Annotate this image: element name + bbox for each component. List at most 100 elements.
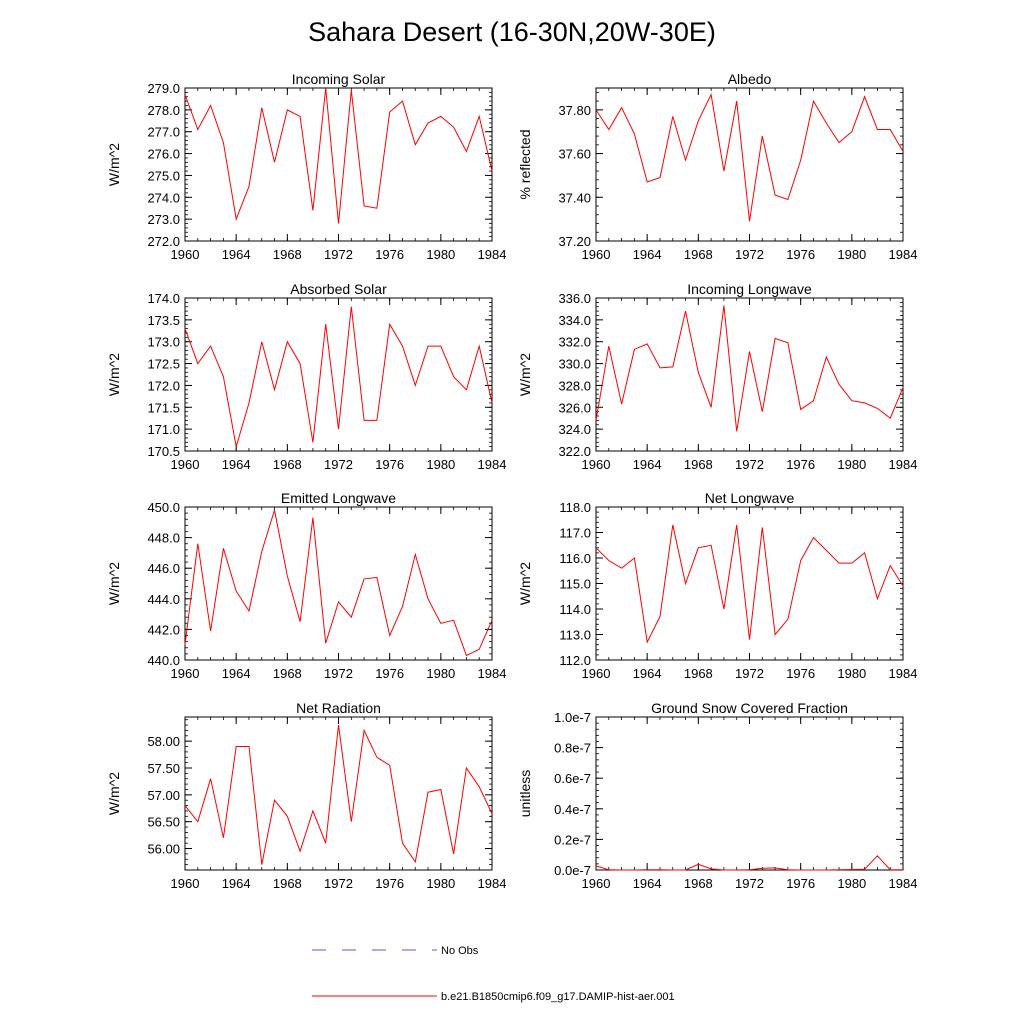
panel-4-x-tick-label: 1972 <box>735 457 764 472</box>
panel-3: Absorbed Solar W/m^2 1960 1964 1968 1972 1976 1… <box>106 281 506 472</box>
panel-1-title: Incoming Solar <box>292 71 386 87</box>
panel-1-x-tick-label: 1976 <box>375 247 404 262</box>
panel-7-x-tick-label: 1972 <box>324 876 353 891</box>
panel-8-y-tick-label: 0.4e-7 <box>554 802 591 817</box>
panel-2-y-tick-label: 37.40 <box>558 190 591 205</box>
panel-6-x-tick-label: 1980 <box>837 666 866 681</box>
panel-3-x-tick-label: 1964 <box>222 457 251 472</box>
panel-3-y-tick-label: 172.5 <box>147 357 180 372</box>
panel-6-x-tick-label: 1972 <box>735 666 764 681</box>
panel-1-x-tick-label: 1968 <box>273 247 302 262</box>
panel-6-y-tick-label: 114.0 <box>559 602 591 617</box>
panel-2-ylabel: % reflected <box>517 129 533 199</box>
panel-6-x-tick-label: 1960 <box>582 666 611 681</box>
panel-6-x-tick-label: 1976 <box>786 666 815 681</box>
panels-group: Incoming Solar W/m^2 1960 1964 1968 1972 1976 1… <box>106 71 917 891</box>
panel-6-x-tick-label: 1984 <box>889 666 918 681</box>
panel-4-y-tick-label: 330.0 <box>558 357 591 372</box>
panel-8-x-tick-label: 1964 <box>633 876 662 891</box>
panel-3-y-tick-label: 170.5 <box>147 444 180 459</box>
panel-3-x-tick-label: 1984 <box>478 457 507 472</box>
panel-1-y-tick-label: 273.0 <box>147 212 180 227</box>
panel-4-y-tick-label: 322.0 <box>558 444 591 459</box>
panel-4-y-tick-label: 326.0 <box>558 400 591 415</box>
panel-2-x-tick-label: 1976 <box>786 247 815 262</box>
panel-5-x-tick-label: 1980 <box>426 666 455 681</box>
panel-7-y-tick-label: 56.00 <box>147 842 180 857</box>
panel-4-x-tick-label: 1976 <box>786 457 815 472</box>
panel-6-y-tick-label: 113.0 <box>559 628 591 643</box>
panel-4: Incoming Longwave W/m^2 1960 1964 1968 1972 19… <box>517 281 917 472</box>
panel-5-y-tick-label: 444.0 <box>147 592 180 607</box>
panel-2-y-tick-label: 37.60 <box>558 147 591 162</box>
panel-4-y-tick-label: 324.0 <box>558 422 591 437</box>
panel-6-y-tick-label: 118.0 <box>559 500 591 515</box>
panel-5: Emitted Longwave W/m^2 1960 1964 1968 1972 197… <box>106 490 506 681</box>
panel-6-x-tick-label: 1964 <box>633 666 662 681</box>
panel-1-y-tick-label: 277.0 <box>147 125 180 140</box>
panel-4-x-tick-label: 1984 <box>889 457 918 472</box>
panel-5-y-tick-label: 440.0 <box>147 653 180 668</box>
panel-8-x-tick-label: 1972 <box>735 876 764 891</box>
legend-label-run: b.e21.B1850cmip6.f09_g17.DAMIP-hist-aer.… <box>441 991 675 1003</box>
panel-7-x-tick-label: 1964 <box>222 876 251 891</box>
panel-7-frame <box>184 716 493 871</box>
panel-2-y-tick-label: 37.80 <box>558 103 591 118</box>
panel-4-ylabel: W/m^2 <box>517 353 533 396</box>
panel-7-title: Net Radiation <box>296 700 381 716</box>
panel-3-y-tick-label: 174.0 <box>147 291 180 306</box>
panel-8-series-line <box>595 855 903 871</box>
panel-2-x-tick-label: 1964 <box>633 247 662 262</box>
panel-5-series-line <box>184 509 493 657</box>
panel-3-y-tick-label: 171.0 <box>147 422 180 437</box>
panel-6-x-tick-label: 1968 <box>684 666 713 681</box>
panel-1-y-tick-label: 275.0 <box>147 168 180 183</box>
panel-6-y-tick-label: 112.0 <box>559 653 591 668</box>
panel-2-y-tick-label: 37.20 <box>558 234 591 249</box>
panel-5-frame <box>184 506 493 661</box>
panel-7-y-tick-label: 56.50 <box>147 815 180 830</box>
panel-2-series-line <box>595 92 904 222</box>
panel-6-y-tick-label: 117.0 <box>559 526 591 541</box>
panel-7-x-tick-label: 1968 <box>273 876 302 891</box>
panel-3-x-tick-label: 1980 <box>426 457 455 472</box>
panel-6: Net Longwave W/m^2 1960 1964 1968 1972 1976 198… <box>517 490 917 681</box>
panel-5-y-tick-label: 442.0 <box>147 622 180 637</box>
panel-7-x-tick-label: 1960 <box>171 876 200 891</box>
panel-7-ylabel: W/m^2 <box>106 772 122 815</box>
panel-3-x-tick-label: 1960 <box>171 457 200 472</box>
panel-2-x-tick-label: 1972 <box>735 247 764 262</box>
panel-4-x-tick-label: 1964 <box>633 457 662 472</box>
panel-8-x-tick-label: 1960 <box>582 876 611 891</box>
panel-2-x-tick-label: 1980 <box>837 247 866 262</box>
panel-1-y-tick-label: 272.0 <box>147 234 180 249</box>
panel-3-x-tick-label: 1972 <box>324 457 353 472</box>
panel-6-title: Net Longwave <box>705 490 795 506</box>
panel-2-title: Albedo <box>728 71 772 87</box>
panel-3-y-tick-label: 171.5 <box>147 400 180 415</box>
panel-6-y-tick-label: 115.0 <box>559 577 591 592</box>
panel-4-x-tick-label: 1968 <box>684 457 713 472</box>
panel-4-y-tick-label: 332.0 <box>558 335 591 350</box>
panel-2: Albedo % reflected 1960 1964 1968 1972 1976 198… <box>517 71 917 262</box>
panel-4-y-tick-label: 336.0 <box>558 291 591 306</box>
panel-5-y-tick-label: 446.0 <box>147 561 180 576</box>
panel-7-x-tick-label: 1984 <box>478 876 507 891</box>
panel-6-y-tick-label: 116.0 <box>559 551 591 566</box>
panel-3-y-tick-label: 172.0 <box>147 378 180 393</box>
panel-1-series-line <box>184 87 493 224</box>
panel-8-y-tick-label: 0.8e-7 <box>554 741 591 756</box>
panel-1-x-tick-label: 1980 <box>426 247 455 262</box>
panel-2-x-tick-label: 1968 <box>684 247 713 262</box>
panel-4-frame <box>595 297 904 452</box>
panel-5-x-tick-label: 1968 <box>273 666 302 681</box>
panel-1-y-tick-label: 276.0 <box>147 147 180 162</box>
panel-1-x-tick-label: 1984 <box>478 247 507 262</box>
panel-3-x-tick-label: 1976 <box>375 457 404 472</box>
panel-5-x-tick-label: 1972 <box>324 666 353 681</box>
figure-title: Sahara Desert (16-30N,20W-30E) <box>308 17 716 47</box>
panel-5-x-tick-label: 1976 <box>375 666 404 681</box>
panel-7-x-tick-label: 1976 <box>375 876 404 891</box>
panel-4-x-tick-label: 1960 <box>582 457 611 472</box>
panel-3-y-tick-label: 173.5 <box>147 313 180 328</box>
